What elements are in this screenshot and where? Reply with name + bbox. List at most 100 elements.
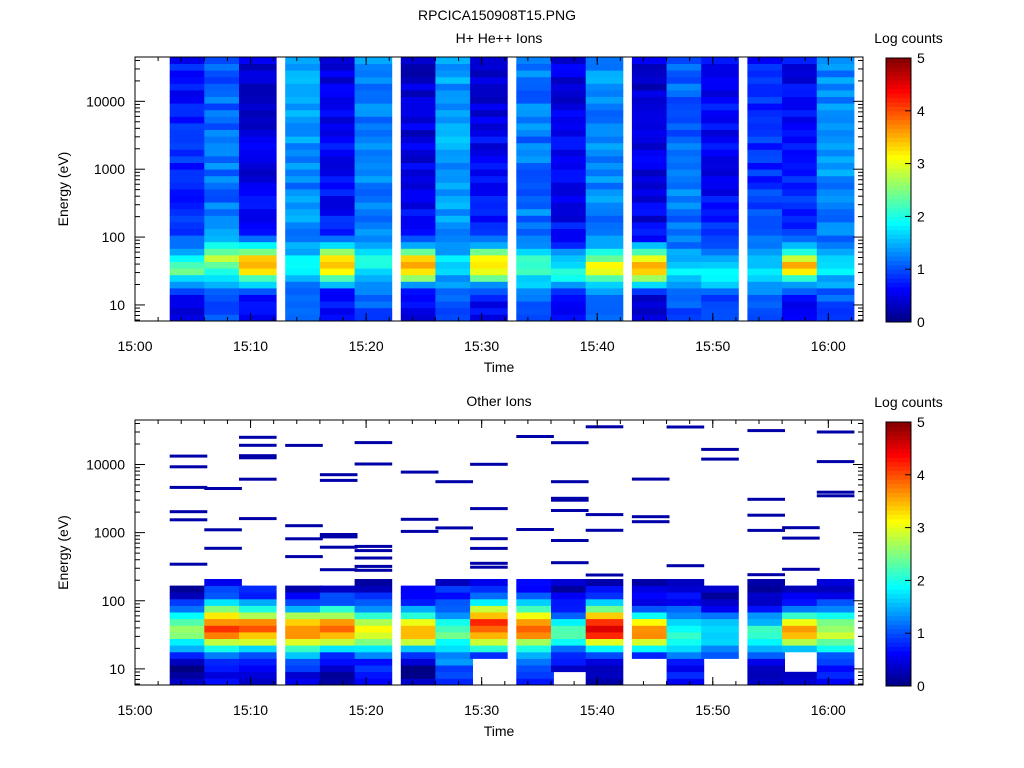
heatmap-cell — [516, 288, 554, 295]
heatmap-cell — [204, 585, 242, 593]
heatmap-cell — [285, 537, 323, 541]
heatmap-cell — [239, 625, 277, 633]
heatmap-cell — [470, 294, 508, 302]
heatmap-cell — [701, 255, 739, 262]
heatmap-cell — [400, 70, 439, 78]
colorbar-segment — [886, 97, 911, 103]
colorbar-segment — [886, 84, 911, 90]
heatmap-cell — [285, 301, 323, 309]
heatmap-cell — [354, 142, 393, 150]
heatmap-cell — [470, 57, 508, 64]
heatmap-cell — [701, 103, 739, 111]
heatmap-cell — [204, 678, 242, 686]
heatmap-cell — [470, 268, 508, 276]
heatmap-cell — [631, 515, 670, 519]
heatmap-cell — [204, 598, 242, 606]
heatmap-cell — [747, 123, 785, 130]
heatmap-cell — [701, 175, 739, 183]
heatmap-cell — [516, 281, 554, 289]
heatmap-cell — [551, 294, 589, 302]
heatmap-cell — [585, 598, 624, 606]
heatmap-cell — [319, 103, 358, 111]
heatmap-cell — [435, 307, 473, 315]
colorbar-segment — [886, 457, 911, 463]
heatmap-cell — [400, 294, 439, 302]
heatmap-cell — [435, 598, 473, 606]
heatmap-cell — [816, 585, 855, 593]
heatmap-cell — [470, 70, 508, 78]
heatmap-cell — [747, 90, 785, 97]
heatmap-cell — [285, 651, 323, 659]
heatmap-cell — [551, 90, 589, 97]
colorbar-segment — [886, 93, 911, 99]
heatmap-cell — [631, 162, 670, 170]
heatmap-cell — [816, 288, 855, 295]
heatmap-cell — [816, 136, 855, 144]
heatmap-cell — [239, 162, 277, 170]
heatmap-cell — [470, 235, 508, 243]
heatmap-cell — [747, 605, 785, 613]
heatmap-cell — [631, 83, 670, 91]
heatmap-cell — [285, 136, 323, 144]
heatmap-cell — [285, 215, 323, 223]
heatmap-cell — [470, 288, 508, 295]
heatmap-cell — [816, 625, 855, 633]
heatmap-cell — [631, 222, 670, 229]
heatmap-cell — [319, 202, 358, 210]
heatmap-cell — [285, 202, 323, 210]
heatmap-cell — [169, 585, 208, 593]
heatmap-cell — [319, 638, 358, 646]
heatmap-cell — [585, 255, 624, 262]
heatmap-cell — [631, 288, 670, 295]
heatmap-cell — [435, 156, 473, 163]
heatmap-cell — [204, 156, 242, 163]
heatmap-cell — [470, 129, 508, 137]
heatmap-cell — [747, 195, 785, 203]
heatmap-cell — [400, 592, 439, 600]
heatmap-cell — [747, 573, 785, 577]
heatmap-cell — [631, 103, 670, 111]
heatmap-cell — [239, 651, 277, 659]
heatmap-cell — [285, 228, 323, 236]
heatmap-cell — [400, 116, 439, 124]
heatmap-cell — [239, 658, 277, 666]
heatmap-cell — [782, 612, 820, 620]
heatmap-cell — [470, 202, 508, 210]
heatmap-cell — [816, 651, 855, 659]
heatmap-cell — [666, 169, 705, 177]
heatmap-cell — [816, 123, 855, 130]
heatmap-cell — [435, 632, 473, 639]
heatmap-cell — [551, 248, 589, 256]
heatmap-cell — [747, 116, 785, 124]
x-tick-label: 15:20 — [349, 702, 384, 718]
heatmap-cell — [816, 671, 855, 679]
heatmap-cell — [354, 261, 393, 269]
heatmap-cell — [285, 268, 323, 276]
heatmap-cell — [585, 235, 624, 243]
colorbar-segment — [886, 220, 911, 226]
heatmap-cell — [204, 63, 242, 71]
heatmap-cell — [470, 90, 508, 97]
heatmap-cell — [551, 222, 589, 229]
heatmap-cell — [354, 195, 393, 203]
heatmap-cell — [585, 57, 624, 64]
heatmap-cell — [319, 175, 358, 183]
heatmap-cell — [285, 625, 323, 633]
heatmap-cell — [816, 202, 855, 210]
heatmap-cell — [666, 235, 705, 243]
heatmap-cell — [285, 241, 323, 249]
heatmap-cell — [816, 83, 855, 91]
heatmap-cell — [631, 579, 670, 586]
colorbar-segment — [886, 628, 911, 634]
heatmap-cell — [239, 142, 277, 150]
heatmap-cell — [631, 638, 670, 646]
heatmap-cell — [747, 182, 785, 190]
heatmap-cell — [631, 235, 670, 243]
heatmap-cell — [666, 274, 705, 282]
heatmap-cell — [169, 625, 208, 633]
heatmap-cell — [239, 103, 277, 111]
heatmap-cell — [747, 142, 785, 150]
heatmap-cell — [400, 96, 439, 104]
heatmap-cell — [354, 83, 393, 91]
heatmap-cell — [319, 241, 358, 249]
